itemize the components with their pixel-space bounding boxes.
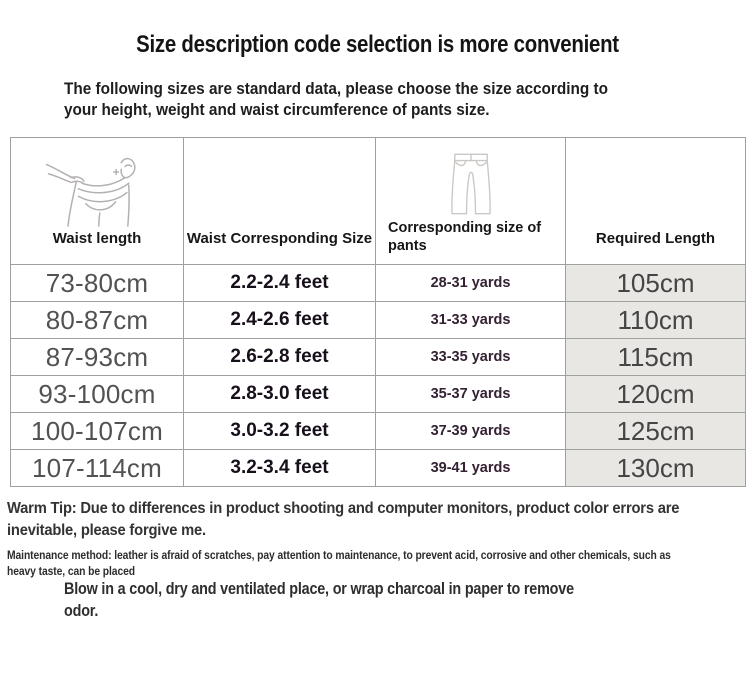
warm-tip-note: Warm Tip: Due to differences in product … (7, 498, 679, 541)
required-length-cell: 120cm (565, 375, 746, 413)
maintenance-note: Maintenance method: leather is afraid of… (7, 547, 671, 579)
column-header-label: Corresponding size of pants (388, 219, 542, 254)
page-subtitle: The following sizes are standard data, p… (64, 79, 608, 121)
pants-size-cell: 35-37 yards (375, 375, 566, 413)
waist-measure-icon (11, 144, 183, 228)
required-length-cell: 115cm (565, 338, 746, 376)
table-row: 93-100cm 2.8-3.0 feet 35-37 yards 120cm (10, 375, 746, 413)
waist-cm-cell: 73-80cm (10, 264, 184, 302)
ventilation-note: Blow in a cool, dry and ventilated place… (64, 578, 574, 623)
pants-size-cell: 28-31 yards (375, 264, 566, 302)
pants-size-cell: 37-39 yards (375, 412, 566, 450)
column-header-pants-size: Corresponding size of pants (375, 137, 566, 265)
waist-cm-cell: 87-93cm (10, 338, 184, 376)
column-header-required-length: Required Length (565, 137, 746, 265)
table-row: 80-87cm 2.4-2.6 feet 31-33 yards 110cm (10, 301, 746, 339)
waist-cm-cell: 93-100cm (10, 375, 184, 413)
waist-cm-cell: 80-87cm (10, 301, 184, 339)
waist-cm-cell: 100-107cm (10, 412, 184, 450)
warm-tip-line-2: inevitable, please forgive me. (7, 521, 206, 539)
table-row: 73-80cm 2.2-2.4 feet 28-31 yards 105cm (10, 264, 746, 302)
maintenance-line-2: heavy taste, can be placed (7, 564, 135, 579)
ventilation-line-1: Blow in a cool, dry and ventilated place… (64, 580, 574, 598)
waist-feet-cell: 3.2-3.4 feet (183, 449, 376, 487)
page-title: Size description code selection is more … (136, 31, 619, 58)
waist-feet-cell: 2.4-2.6 feet (183, 301, 376, 339)
waist-feet-cell: 2.8-3.0 feet (183, 375, 376, 413)
waist-feet-cell: 2.2-2.4 feet (183, 264, 376, 302)
pants-size-cell: 33-35 yards (375, 338, 566, 376)
column-header-label: Required Length (595, 230, 716, 247)
required-length-cell: 110cm (565, 301, 746, 339)
ventilation-line-2: odor. (64, 602, 99, 621)
maintenance-line-1: Maintenance method: leather is afraid of… (7, 548, 671, 562)
required-length-cell: 125cm (565, 412, 746, 450)
table-header-row: Waist length Waist Corresponding Size (10, 137, 746, 265)
waist-feet-cell: 3.0-3.2 feet (183, 412, 376, 450)
pants-icon (376, 148, 565, 220)
column-header-label: Waist length (52, 230, 142, 247)
size-chart-table: Waist length Waist Corresponding Size (10, 137, 746, 487)
waist-cm-cell: 107-114cm (10, 449, 184, 487)
subtitle-line-1: The following sizes are standard data, p… (64, 80, 609, 98)
column-header-waist-length: Waist length (10, 137, 184, 265)
column-header-label: Waist Corresponding Size (186, 230, 373, 247)
column-header-waist-size: Waist Corresponding Size (183, 137, 376, 265)
required-length-cell: 130cm (565, 449, 746, 487)
table-row: 87-93cm 2.6-2.8 feet 33-35 yards 115cm (10, 338, 746, 376)
subtitle-line-2: your height, weight and waist circumfere… (64, 100, 490, 119)
waist-feet-cell: 2.6-2.8 feet (183, 338, 376, 376)
pants-size-cell: 31-33 yards (375, 301, 566, 339)
table-row: 100-107cm 3.0-3.2 feet 37-39 yards 125cm (10, 412, 746, 450)
warm-tip-line-1: Warm Tip: Due to differences in product … (7, 500, 680, 517)
pants-size-cell: 39-41 yards (375, 449, 566, 487)
required-length-cell: 105cm (565, 264, 746, 302)
table-row: 107-114cm 3.2-3.4 feet 39-41 yards 130cm (10, 449, 746, 487)
